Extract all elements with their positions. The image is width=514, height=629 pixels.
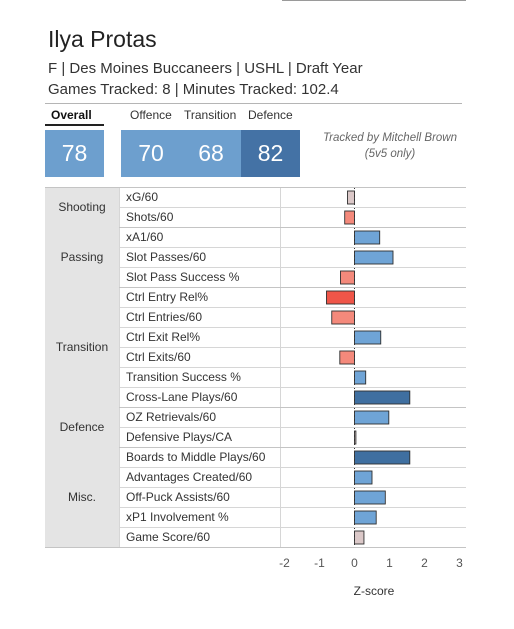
overall-label: Overall: [51, 108, 92, 122]
bar: [326, 290, 355, 305]
x-tick-label: 0: [351, 556, 358, 570]
transition-rating-tile: 68: [181, 130, 241, 177]
metric-label: Slot Pass Success %: [126, 270, 240, 284]
group-label: Defence: [45, 407, 119, 447]
bar: [331, 310, 355, 325]
metric-label: OZ Retrievals/60: [126, 410, 217, 424]
bar: [354, 370, 367, 385]
metrics-table: Shooting xG/60 Shots/60 Passing xA1/60 Slot P…: [45, 187, 466, 548]
metric-label: Defensive Plays/CA: [126, 430, 233, 444]
metric-label: Slot Passes/60: [126, 250, 207, 264]
offence-rating-tile: 70: [121, 130, 181, 177]
bar: [354, 490, 386, 505]
metric-label: Ctrl Entries/60: [126, 310, 203, 324]
bar: [354, 470, 373, 485]
group-divider: [45, 287, 466, 288]
bar: [354, 230, 381, 245]
x-tick-label: 3: [456, 556, 463, 570]
bar: [340, 270, 355, 285]
bar: [354, 510, 377, 525]
bar: [339, 350, 355, 365]
metric-label: xG/60: [126, 190, 159, 204]
metric-label: Cross-Lane Plays/60: [126, 390, 238, 404]
bar: [354, 250, 394, 265]
group-label: Transition: [45, 287, 119, 407]
group-divider: [45, 227, 466, 228]
bar: [354, 410, 390, 425]
group-divider: [45, 547, 466, 548]
offence-label: Offence: [130, 108, 172, 122]
bar: [354, 450, 411, 465]
tracking-credit: Tracked by Mitchell Brown: [323, 132, 457, 144]
tracking-note: Tracked by Mitchell Brown (5v5 only): [300, 130, 480, 162]
games-tracked: Games Tracked: 8 | Minutes Tracked: 102.…: [48, 81, 339, 98]
metric-label: xA1/60: [126, 230, 164, 244]
row-divider: [119, 207, 466, 208]
defence-label: Defence: [248, 108, 293, 122]
player-name: Ilya Protas: [48, 26, 157, 52]
metric-label: Ctrl Exits/60: [126, 350, 191, 364]
metric-label: Boards to Middle Plays/60: [126, 450, 266, 464]
metric-label: xP1 Involvement %: [126, 510, 229, 524]
x-tick-label: -2: [279, 556, 290, 570]
row-divider: [119, 427, 466, 428]
x-axis-label: Z-score: [353, 584, 395, 598]
group-label: Misc.: [45, 447, 119, 547]
row-divider: [119, 387, 466, 388]
row-divider: [119, 467, 466, 468]
group-divider: [45, 447, 466, 448]
row-divider: [119, 267, 466, 268]
overall-rating-tile: 78: [45, 130, 104, 177]
top-rule: [282, 0, 466, 1]
metric-label: Advantages Created/60: [126, 470, 253, 484]
tracking-scope: (5v5 only): [364, 148, 416, 160]
row-divider: [119, 527, 466, 528]
metric-label: Game Score/60: [126, 530, 211, 544]
x-tick-label: 2: [421, 556, 428, 570]
overall-underline: [45, 124, 104, 126]
metric-label: Transition Success %: [126, 370, 241, 384]
metric-label: Ctrl Entry Rel%: [126, 290, 209, 304]
bar: [354, 430, 357, 445]
zscore-bar-chart: [326, 187, 411, 547]
row-divider: [119, 247, 466, 248]
metric-label: Shots/60: [126, 210, 174, 224]
group-divider: [45, 407, 466, 408]
transition-label: Transition: [184, 108, 237, 122]
row-divider: [119, 347, 466, 348]
bar: [354, 390, 411, 405]
bar: [354, 530, 365, 545]
x-tick-label: -1: [314, 556, 325, 570]
row-divider: [119, 487, 466, 488]
group-label: Passing: [45, 227, 119, 287]
x-tick-label: 1: [386, 556, 393, 570]
metric-label: Ctrl Exit Rel%: [126, 330, 201, 344]
group-label: Shooting: [45, 187, 119, 227]
row-divider: [119, 307, 466, 308]
player-subtitle: F | Des Moines Buccaneers | USHL | Draft…: [48, 60, 363, 77]
header-divider: [45, 103, 462, 104]
row-divider: [119, 327, 466, 328]
metric-label: Off-Puck Assists/60: [126, 490, 230, 504]
bar: [354, 330, 382, 345]
table-top-border: [45, 187, 466, 188]
row-divider: [119, 367, 466, 368]
bar: [344, 210, 355, 225]
bar: [347, 190, 355, 205]
row-divider: [119, 507, 466, 508]
defence-rating-tile: 82: [241, 130, 300, 177]
